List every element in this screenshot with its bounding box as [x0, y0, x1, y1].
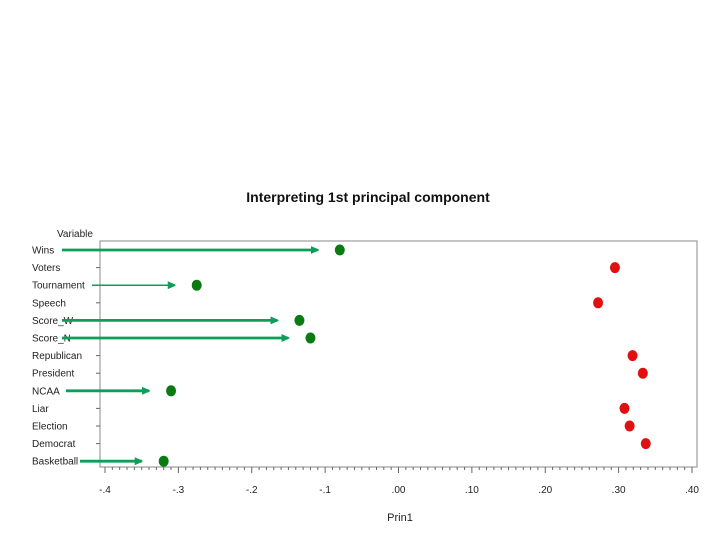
- variable-label: Election: [32, 422, 68, 433]
- data-point: [593, 297, 604, 309]
- x-tick-label: .20: [538, 485, 552, 496]
- x-tick-label: .30: [612, 485, 626, 496]
- variable-label: Score_W: [32, 316, 74, 327]
- data-point: [158, 455, 169, 467]
- variable-label: Democrat: [32, 439, 76, 450]
- x-axis-label: Prin1: [387, 512, 413, 524]
- x-tick-label: .00: [392, 485, 406, 496]
- x-tick-label: -.3: [173, 485, 185, 496]
- data-points: [158, 244, 651, 467]
- x-tick-label: -.2: [246, 485, 258, 496]
- data-point: [619, 402, 630, 414]
- data-point: [191, 279, 202, 291]
- plot-frame: [99, 240, 698, 468]
- data-point: [637, 367, 648, 379]
- data-point: [334, 244, 345, 256]
- variable-label: Tournament: [32, 281, 85, 292]
- y-axis-label: Variable: [57, 229, 93, 240]
- variable-label: Republican: [32, 351, 82, 362]
- data-point: [640, 438, 651, 450]
- variable-label: Voters: [32, 263, 60, 274]
- data-point: [305, 332, 316, 344]
- data-point: [166, 385, 177, 397]
- x-tick-label: .10: [465, 485, 479, 496]
- variable-label: Basketball: [32, 457, 78, 468]
- variable-labels: Wins Voters Tournament Speech Score_W Score_N…: [32, 246, 100, 468]
- x-axis: -.4 -.3 -.2 -.1 .00 .10 .20 .30 .40: [99, 467, 699, 496]
- variable-label: Liar: [32, 404, 49, 415]
- annotation-arrows: [62, 250, 318, 461]
- data-point: [609, 262, 620, 274]
- x-tick-label: .40: [685, 485, 699, 496]
- variable-label: President: [32, 369, 74, 380]
- variable-label: Score_N: [32, 334, 71, 345]
- variable-label: Speech: [32, 298, 66, 309]
- x-tick-label: -.4: [99, 485, 111, 496]
- data-point: [627, 350, 638, 362]
- data-point: [624, 420, 635, 432]
- variable-label: NCAA: [32, 386, 60, 397]
- data-point: [294, 314, 305, 326]
- variable-label: Wins: [32, 246, 54, 257]
- x-tick-label: -.1: [319, 485, 331, 496]
- chart-title: Interpreting 1st principal component: [246, 189, 490, 205]
